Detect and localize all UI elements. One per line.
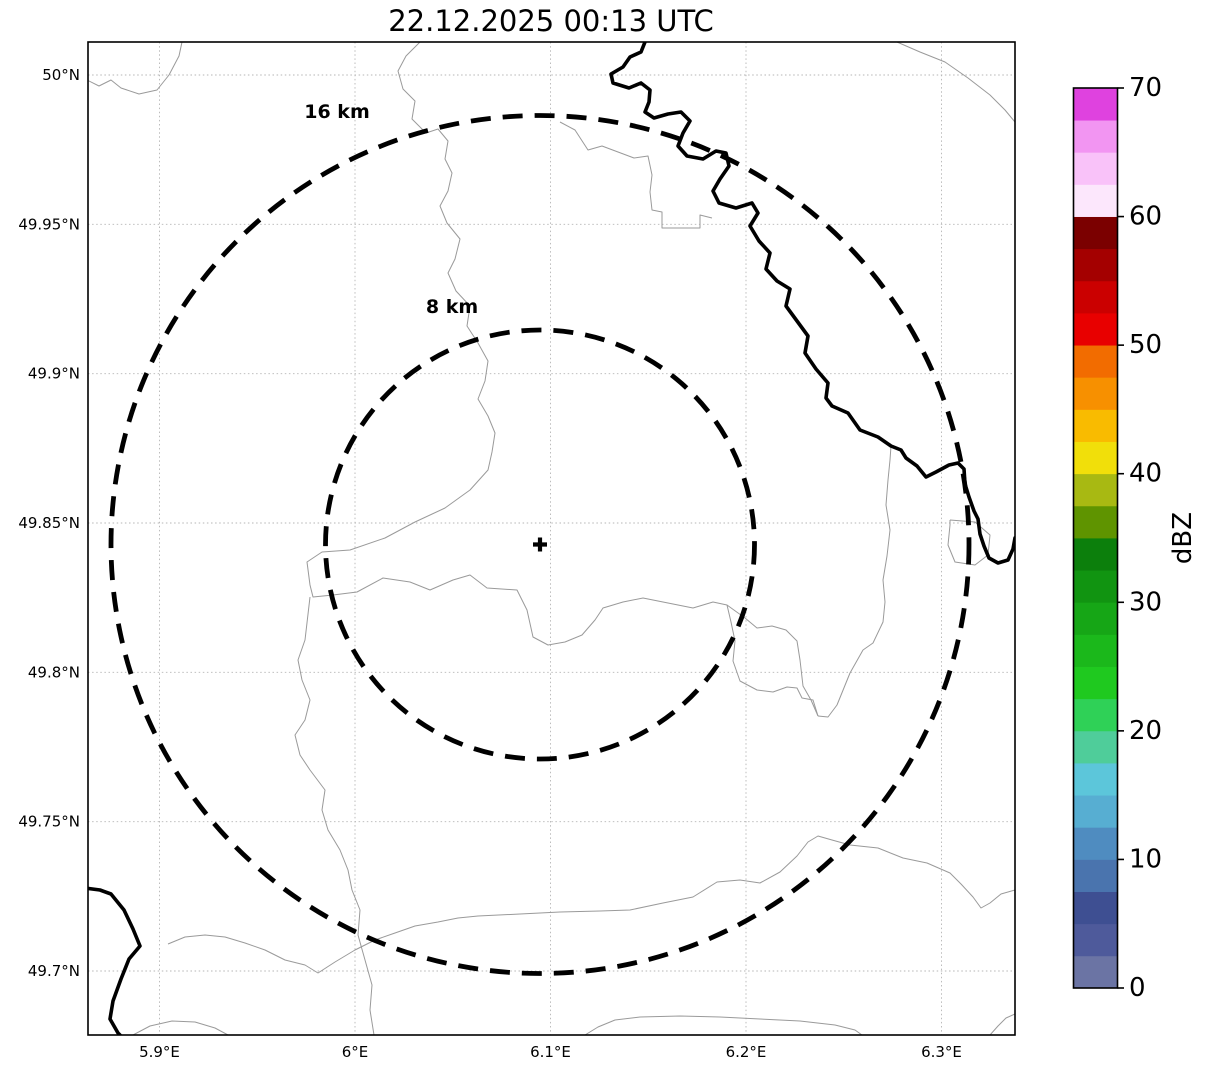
range-rings xyxy=(108,113,972,976)
colorbar-segment xyxy=(1073,891,1118,925)
colorbar-segment xyxy=(1073,313,1118,346)
colorbar-tick-label: 60 xyxy=(1129,202,1162,232)
y-tick-label: 49.95°N xyxy=(18,215,80,233)
colorbar-segment xyxy=(1073,473,1118,507)
range-ring-label-16km: 16 km xyxy=(304,101,370,123)
x-axis-tick-labels: 5.9°E 6°E 6.1°E 6.2°E 6.3°E xyxy=(139,1043,962,1061)
y-axis-tick-labels: 50°N 49.95°N 49.9°N 49.85°N 49.8°N 49.75… xyxy=(18,66,80,980)
colorbar-tick-label: 10 xyxy=(1129,844,1162,874)
colorbar-segment xyxy=(1073,280,1118,314)
colorbar-axis-label: dBZ xyxy=(1168,512,1198,564)
colorbar-segment xyxy=(1073,345,1118,378)
y-tick-label: 49.9°N xyxy=(28,365,80,383)
x-tick-label: 5.9°E xyxy=(139,1043,180,1061)
colorbar-segment xyxy=(1073,923,1118,957)
y-tick-label: 50°N xyxy=(42,66,80,84)
range-ring-8km xyxy=(323,327,757,762)
colorbar-tick-label: 70 xyxy=(1129,73,1162,103)
colorbar-segment xyxy=(1073,409,1118,442)
x-tick-label: 6.1°E xyxy=(530,1043,571,1061)
colorbar-segment xyxy=(1073,955,1118,989)
y-tick-label: 49.75°N xyxy=(18,813,80,831)
colorbar-tick-marks xyxy=(1117,87,1124,989)
colorbar-segment xyxy=(1073,505,1118,539)
region-boundary xyxy=(584,1015,863,1035)
colorbar-tick-label: 50 xyxy=(1129,330,1162,360)
plot-border xyxy=(87,41,1016,1036)
x-tick-label: 6.2°E xyxy=(726,1043,767,1061)
colorbar-segment xyxy=(1073,377,1118,410)
colorbar-segment xyxy=(1073,570,1118,603)
x-tick-label: 6°E xyxy=(342,1043,369,1061)
y-tick-label: 49.8°N xyxy=(28,663,80,681)
colorbar-segment xyxy=(1073,152,1118,185)
region-boundary-lines xyxy=(88,42,1015,1035)
region-boundary xyxy=(294,596,375,1035)
y-tick-label: 49.7°N xyxy=(28,962,80,980)
colorbar-segment xyxy=(1073,763,1118,796)
country-border-lines xyxy=(88,42,1015,1035)
country-border-southwest xyxy=(88,886,142,1035)
colorbar-tick-label: 0 xyxy=(1129,973,1146,1003)
colorbar-segment xyxy=(1073,602,1118,635)
colorbar-tick-label: 30 xyxy=(1129,587,1162,617)
range-ring-16km xyxy=(108,113,972,976)
y-tick-label: 49.85°N xyxy=(18,514,80,532)
radar-center-marker xyxy=(533,537,547,552)
region-boundary xyxy=(306,42,819,717)
colorbar-segment xyxy=(1073,216,1118,250)
colorbar-tick-label: 20 xyxy=(1129,716,1162,746)
colorbar-border xyxy=(1072,87,1119,989)
range-ring-label-8km: 8 km xyxy=(426,296,478,318)
colorbar-segment xyxy=(1073,88,1118,121)
x-tick-label: 6.3°E xyxy=(921,1043,962,1061)
region-boundary xyxy=(817,445,892,718)
region-boundary xyxy=(167,835,1015,974)
colorbar-segment xyxy=(1073,795,1118,828)
colorbar-tick-label: 40 xyxy=(1129,459,1162,489)
colorbar-segment xyxy=(1073,730,1118,764)
graticule-gridlines xyxy=(88,42,1015,1035)
colorbar-tick-labels: 0 10 20 30 40 50 60 70 xyxy=(1129,73,1162,1003)
region-boundary xyxy=(559,121,713,229)
colorbar-segments xyxy=(1073,88,1118,989)
region-boundary xyxy=(896,42,1015,123)
colorbar: 0 10 20 30 40 50 60 70 dBZ xyxy=(1072,73,1198,1003)
colorbar-segment xyxy=(1073,666,1118,700)
colorbar-segment xyxy=(1073,538,1118,571)
colorbar-segment xyxy=(1073,441,1118,475)
region-boundary xyxy=(989,1013,1015,1035)
colorbar-segment xyxy=(1073,120,1118,153)
country-border-east xyxy=(609,42,1015,565)
colorbar-segment xyxy=(1073,859,1118,892)
region-boundary xyxy=(132,1020,229,1035)
colorbar-segment xyxy=(1073,698,1118,732)
colorbar-segment xyxy=(1073,184,1118,217)
region-boundary xyxy=(88,42,183,95)
figure-title: 22.12.2025 00:13 UTC xyxy=(388,4,714,38)
colorbar-segment xyxy=(1073,248,1118,282)
map-plot: 16 km 8 km 50°N 49.95°N 49.9°N 49.85°N 4… xyxy=(18,41,1016,1061)
colorbar-segment xyxy=(1073,827,1118,860)
colorbar-segment xyxy=(1073,634,1118,667)
